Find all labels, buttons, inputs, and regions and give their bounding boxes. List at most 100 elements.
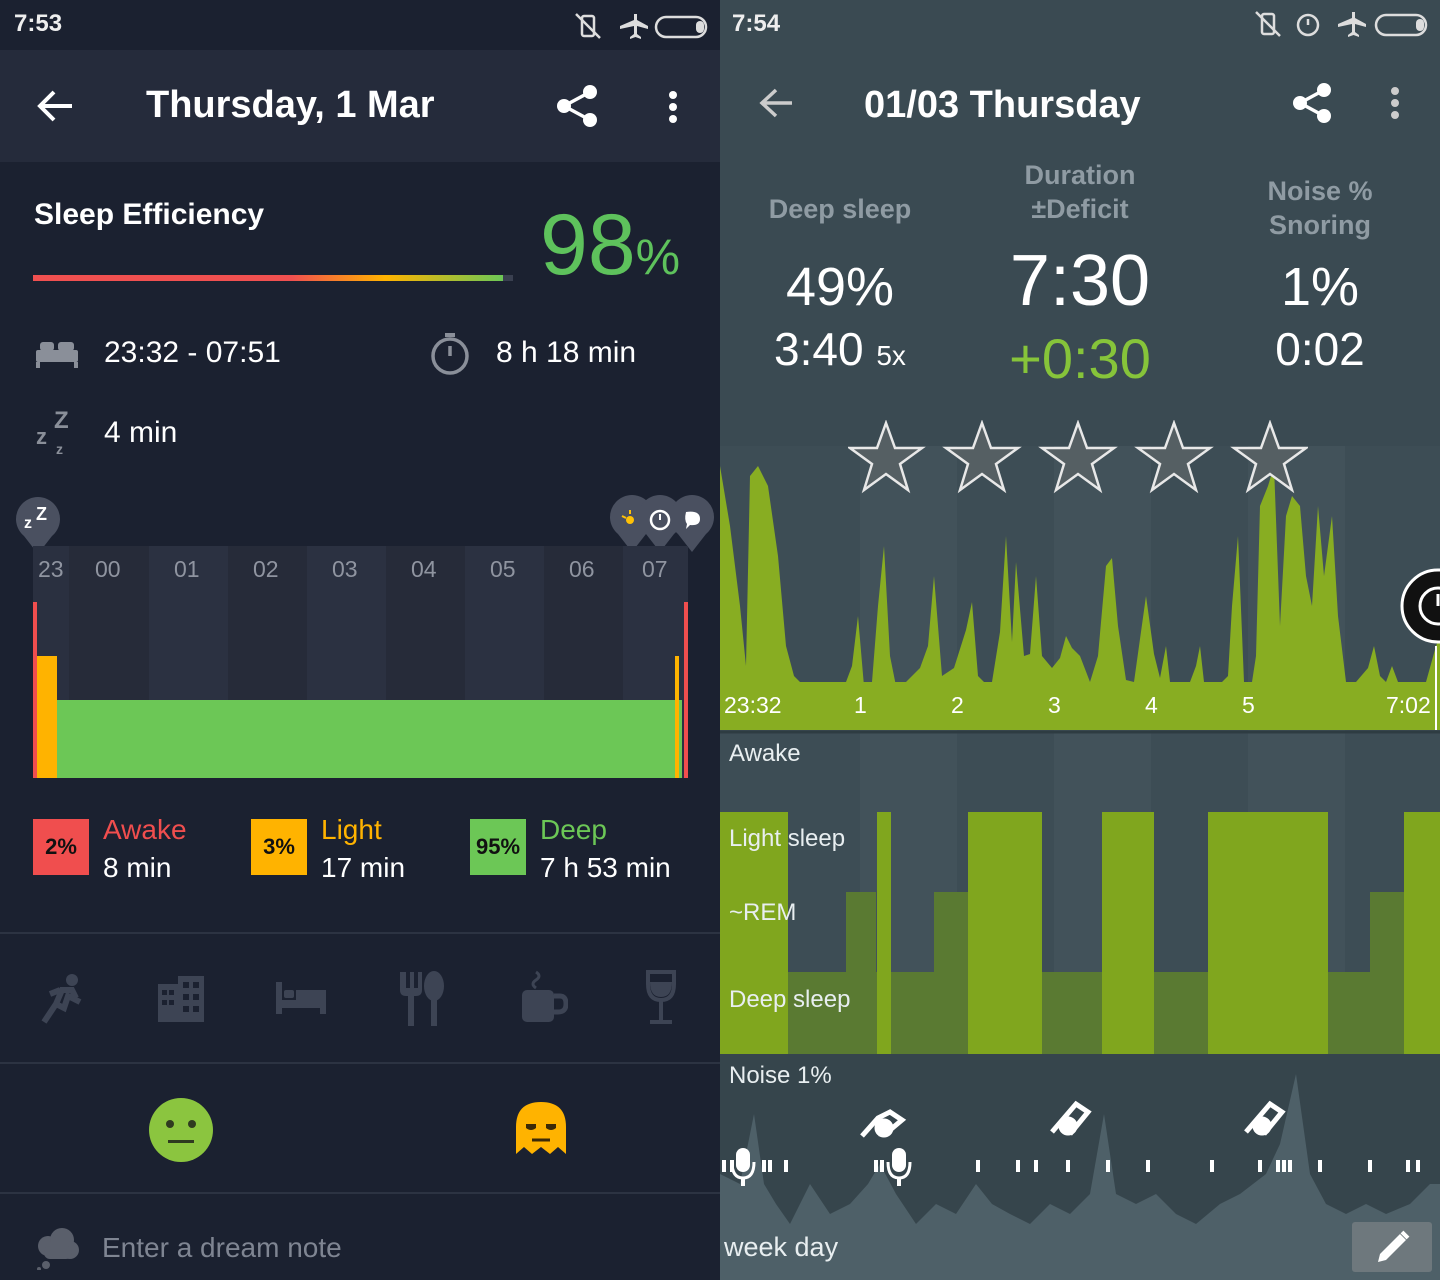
efficiency-unit: % [635, 229, 681, 285]
more-vert-icon[interactable] [666, 90, 680, 124]
alarm-marker-icon [638, 495, 682, 552]
vibrate-off-icon [1255, 11, 1281, 37]
bed-time-icon [36, 342, 78, 368]
snore-icon [1050, 1100, 1092, 1136]
running-icon[interactable] [36, 972, 88, 1024]
deep-sleep-heading: Deep sleep [768, 194, 912, 224]
efficiency-number: 98 [540, 197, 636, 293]
hour-label: 00 [95, 556, 121, 582]
svg-text:Z: Z [36, 504, 47, 524]
awake-label: Awake [103, 814, 187, 845]
light-label: Light [321, 814, 382, 845]
star-icon [942, 420, 1022, 494]
deep-sleep-count: 5x [876, 340, 906, 371]
microphone-icon [730, 1148, 756, 1186]
axis-label: 3 [1048, 692, 1061, 718]
sleep-start-marker-icon: z Z [16, 497, 60, 554]
light-value: 17 min [321, 852, 406, 883]
axis-label: 1 [854, 692, 867, 718]
sleep-duration: 8 h 18 min [496, 336, 637, 369]
axis-label: 23:32 [724, 692, 782, 718]
more-vert-icon[interactable] [1388, 86, 1402, 120]
hypnogram-rem-label: ~REM [729, 899, 797, 926]
time-handle-icon[interactable] [1398, 568, 1440, 644]
efficiency-bar-rest [503, 275, 513, 281]
sleep-time-range: 23:32 - 07:51 [104, 336, 281, 369]
dream-cloud-icon [37, 1228, 79, 1270]
sleep-timeline-chart [33, 546, 688, 778]
svg-text:z: z [36, 424, 47, 449]
dream-note-input[interactable]: Enter a dream note [102, 1232, 342, 1263]
noise-heading: Noise % [1267, 176, 1373, 206]
hypnogram-awake-label: Awake [729, 740, 801, 767]
duration-heading: Duration [1024, 160, 1136, 190]
deep-percent: 95% [470, 819, 526, 875]
hour-label: 07 [642, 556, 668, 582]
sleep-detail-panel: 7:54 01/03 Thursday Deep sleep 49% 3:40 … [720, 0, 1440, 1280]
hour-label: 06 [569, 556, 595, 582]
svg-text:z: z [24, 515, 32, 532]
sleep-latency: 4 min [104, 416, 178, 449]
axis-label: 2 [951, 692, 964, 718]
deficit-value: +0:30 [1009, 327, 1151, 390]
hypnogram-deep-label: Deep sleep [729, 986, 851, 1013]
axis-label: 4 [1145, 692, 1158, 718]
efficiency-label: Sleep Efficiency [34, 198, 265, 231]
sleep-summary-panel: 7:53 Thursday, 1 Mar Sleep Efficiency 98… [0, 0, 720, 1270]
sleep-latency-icon: z Z z [36, 408, 69, 456]
status-time: 7:53 [14, 10, 63, 37]
noise-chart [720, 1054, 1440, 1280]
axis-label: 7:02 [1386, 692, 1431, 718]
neutral-face-icon[interactable] [148, 1097, 214, 1163]
alarm-icon [1296, 13, 1320, 37]
svg-text:z: z [56, 441, 63, 456]
star-icon [848, 420, 926, 494]
edit-button[interactable] [1352, 1222, 1432, 1272]
star-icon [1134, 420, 1214, 494]
hour-label: 01 [174, 556, 200, 582]
deep-label: Deep [540, 814, 607, 845]
food-icon[interactable] [396, 970, 446, 1028]
airplane-icon [1338, 12, 1366, 37]
duration-value: 7:30 [1009, 241, 1151, 321]
light-percent: 3% [251, 819, 307, 875]
arrow-left-icon[interactable] [758, 86, 794, 120]
arrow-left-icon[interactable] [36, 88, 74, 124]
star-icon [1038, 420, 1118, 494]
week-day-tag[interactable]: week day [724, 1232, 839, 1262]
efficiency-value: 98% [540, 196, 700, 296]
efficiency-bar [33, 275, 503, 281]
snoring-heading: Snoring [1269, 210, 1371, 240]
coffee-icon[interactable] [518, 970, 568, 1026]
wine-icon[interactable] [644, 970, 678, 1028]
share-icon[interactable] [556, 84, 600, 128]
microphone-icon [886, 1148, 912, 1186]
divider [0, 932, 720, 934]
noise-label: Noise 1% [729, 1062, 832, 1089]
awake-bar [33, 602, 37, 778]
rating-stars[interactable] [848, 420, 1308, 496]
pencil-icon [1378, 1230, 1410, 1262]
wake-markers [610, 495, 714, 552]
hour-label: 04 [411, 556, 437, 582]
status-bar: 7:53 [0, 0, 720, 50]
status-icons [1255, 11, 1428, 37]
status-time: 7:54 [732, 10, 781, 37]
page-title: 01/03 Thursday [864, 84, 1141, 126]
battery-icon [1374, 13, 1428, 37]
deep-sleep-percent: 49% [785, 257, 895, 317]
actigraph-chart [720, 446, 1440, 730]
vibrate-off-icon [575, 13, 601, 39]
battery-icon [654, 15, 708, 39]
awake-value: 8 min [103, 852, 172, 883]
bed-icon[interactable] [274, 980, 328, 1016]
ghost-icon[interactable] [514, 1100, 568, 1156]
page-title: Thursday, 1 Mar [146, 84, 435, 126]
deep-bar [57, 700, 675, 778]
deep-sleep-duration: 3:40 [774, 323, 864, 375]
office-building-icon[interactable] [156, 974, 206, 1022]
status-bar: 7:54 [720, 0, 1440, 50]
share-icon[interactable] [1292, 82, 1334, 124]
hour-label: 03 [332, 556, 358, 582]
hour-label: 02 [253, 556, 279, 582]
